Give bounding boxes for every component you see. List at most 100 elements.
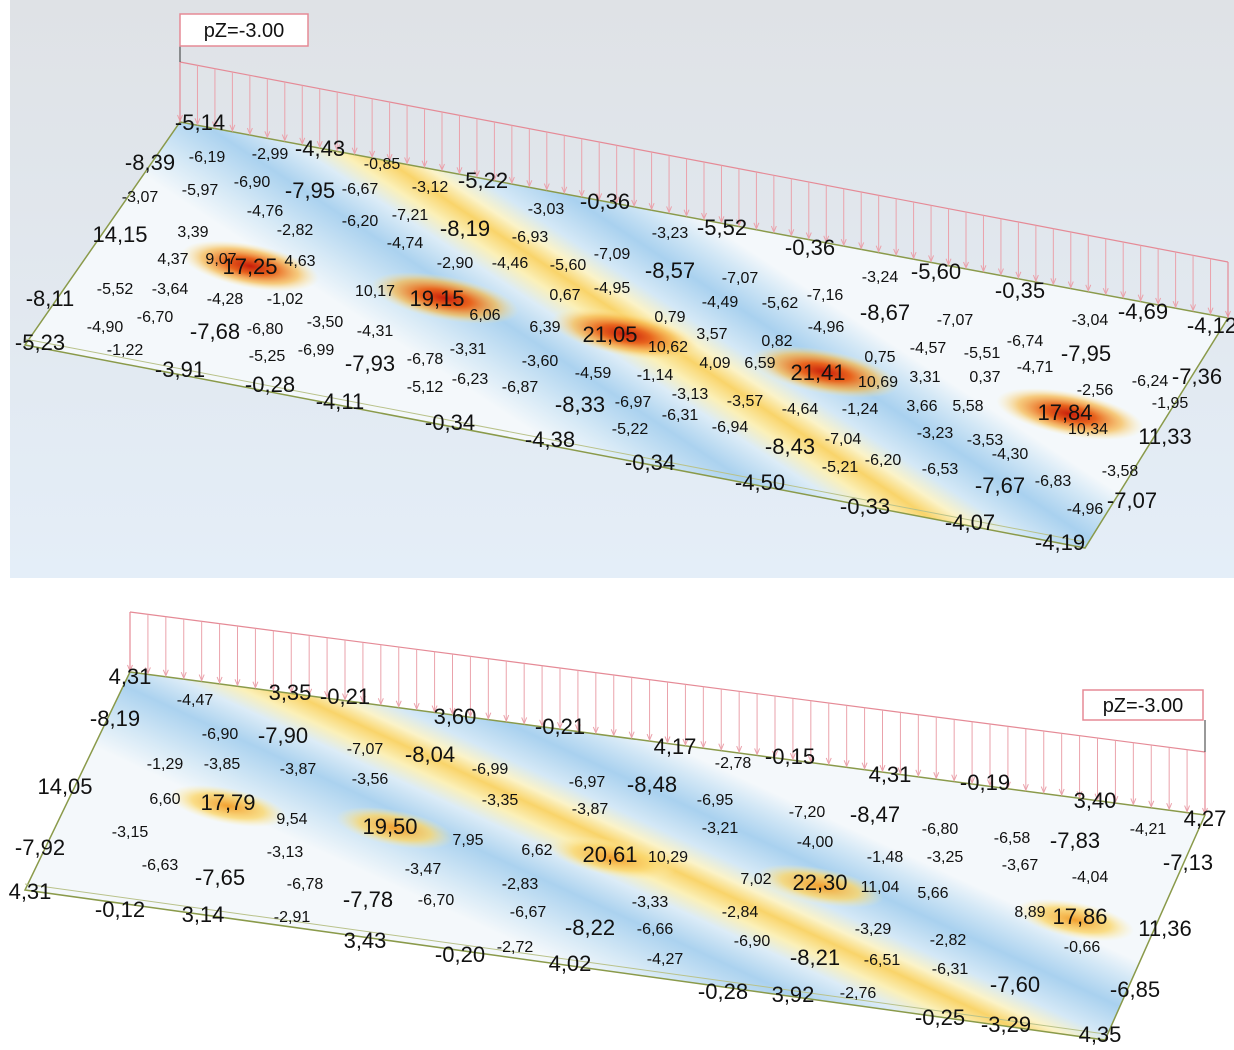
- result-value: -4,96: [808, 319, 845, 336]
- result-value: -6,70: [137, 309, 174, 326]
- result-value: 19,15: [409, 286, 464, 311]
- result-value: 3,57: [696, 326, 727, 343]
- result-value: 21,41: [790, 360, 845, 385]
- result-value: -0,20: [435, 942, 485, 967]
- result-value: 11,04: [861, 879, 900, 896]
- result-value: 19,50: [362, 814, 417, 839]
- result-value: 17,79: [200, 790, 255, 815]
- result-value: -3,87: [572, 801, 609, 818]
- result-value: -5,23: [15, 330, 65, 355]
- result-value: 21,05: [582, 322, 637, 347]
- result-value: -8,04: [405, 742, 455, 767]
- result-value: 14,15: [92, 222, 147, 247]
- result-value: 11,36: [1138, 916, 1191, 941]
- result-value: -6,85: [1110, 977, 1160, 1002]
- load-label: pZ=-3.00: [1103, 695, 1184, 717]
- result-value: -3,03: [528, 201, 565, 218]
- result-value: -1,02: [267, 291, 304, 308]
- result-value: -6,58: [994, 830, 1031, 847]
- load-label: pZ=-3.00: [204, 20, 285, 42]
- result-value: -8,57: [645, 258, 695, 283]
- result-value: -8,33: [555, 392, 605, 417]
- result-value: -6,94: [712, 419, 749, 436]
- result-value: -5,22: [612, 421, 649, 438]
- result-value: -0,28: [698, 979, 748, 1004]
- result-value: -3,07: [122, 189, 159, 206]
- result-value: 4,35: [1079, 1022, 1122, 1047]
- result-value: -7,04: [825, 431, 862, 448]
- result-value: -4,07: [945, 510, 995, 535]
- result-value: -8,47: [850, 802, 900, 827]
- result-value: -3,91: [155, 357, 205, 382]
- result-value: -6,78: [287, 876, 324, 893]
- result-value: 4,09: [699, 355, 730, 372]
- result-value: -6,31: [932, 961, 969, 978]
- result-value: -1,48: [867, 849, 904, 866]
- result-value: 3,60: [434, 704, 477, 729]
- result-value: -0,21: [320, 684, 370, 709]
- result-value: 3,40: [1074, 788, 1117, 813]
- result-value: -6,80: [922, 821, 959, 838]
- result-value: 10,17: [355, 283, 395, 300]
- result-value: -8,39: [125, 150, 175, 175]
- result-value: -2,72: [497, 939, 534, 956]
- result-value: -1,95: [1152, 395, 1189, 412]
- result-value: -6,97: [615, 394, 652, 411]
- result-value: 10,34: [1068, 421, 1108, 438]
- result-value: -7,13: [1163, 850, 1213, 875]
- result-value: -0,25: [915, 1005, 965, 1030]
- result-value: -8,19: [440, 216, 490, 241]
- result-value: 3,39: [177, 224, 208, 241]
- result-value: -4,95: [594, 280, 631, 297]
- result-value: -6,80: [247, 321, 284, 338]
- result-value: 0,37: [969, 369, 1000, 386]
- result-value: -6,87: [502, 379, 539, 396]
- result-value: 4,27: [1184, 806, 1227, 831]
- result-value: -6,93: [512, 229, 549, 246]
- result-value: -6,31: [662, 407, 699, 424]
- result-value: -5,52: [97, 281, 134, 298]
- result-value: -4,64: [782, 401, 819, 418]
- result-value: -1,29: [147, 756, 184, 773]
- result-value: -7,07: [722, 270, 759, 287]
- result-value: -0,85: [364, 156, 401, 173]
- result-value: 5,66: [917, 885, 948, 902]
- result-value: 4,17: [654, 734, 697, 759]
- result-value: 5,58: [952, 398, 983, 415]
- result-value: -7,92: [15, 835, 65, 860]
- result-value: -5,25: [249, 348, 286, 365]
- result-value: 6,62: [521, 842, 552, 859]
- result-value: -0,36: [580, 189, 630, 214]
- result-value: -3,57: [727, 393, 764, 410]
- result-value: 8,89: [1014, 904, 1045, 921]
- result-value: -4,12: [1187, 313, 1234, 338]
- result-value: -3,85: [204, 756, 241, 773]
- result-value: 7,02: [740, 871, 771, 888]
- result-value: -4,21: [1130, 821, 1167, 838]
- result-value: 4,37: [157, 251, 188, 268]
- result-value: -8,22: [565, 915, 615, 940]
- result-value: -6,97: [569, 774, 606, 791]
- result-value: -2,82: [277, 222, 314, 239]
- result-value: 6,39: [529, 319, 560, 336]
- result-value: -5,52: [697, 215, 747, 240]
- result-value: 3,43: [344, 928, 387, 953]
- result-value: -6,90: [234, 174, 271, 191]
- result-value: -4,96: [1067, 501, 1104, 518]
- result-value: 6,60: [149, 791, 180, 808]
- result-value: -4,38: [525, 427, 575, 452]
- result-value: 7,95: [452, 832, 483, 849]
- result-value: 9,54: [276, 811, 307, 828]
- result-value: 4,63: [284, 253, 315, 270]
- result-value: -4,49: [702, 294, 739, 311]
- result-value: -3,67: [1002, 857, 1039, 874]
- result-value: -0,36: [785, 235, 835, 260]
- result-value: -3,25: [927, 849, 964, 866]
- result-value: -2,76: [840, 985, 877, 1002]
- result-value: -7,20: [789, 804, 826, 821]
- result-value: -6,67: [342, 181, 379, 198]
- result-value: 17,25: [222, 254, 277, 279]
- result-value: 10,62: [648, 339, 688, 356]
- result-value: -4,31: [357, 323, 394, 340]
- result-value: -5,22: [458, 168, 508, 193]
